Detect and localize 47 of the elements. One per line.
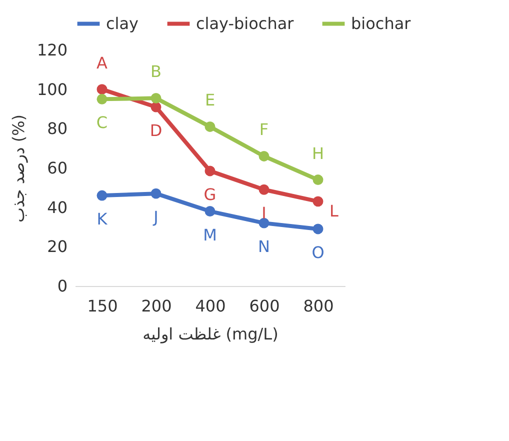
legend-label: clay-biochar bbox=[196, 14, 294, 33]
point bbox=[96, 94, 108, 104]
annotation: D bbox=[150, 121, 162, 140]
legend-label: biochar bbox=[351, 14, 412, 33]
point bbox=[204, 206, 216, 216]
annotation: F bbox=[259, 120, 269, 140]
annotation: H bbox=[312, 144, 324, 163]
x-tick-label: 600 bbox=[249, 296, 280, 316]
annotation: M bbox=[203, 225, 217, 244]
annotation: E bbox=[204, 90, 216, 110]
y-tick-label: 20 bbox=[47, 237, 68, 256]
annotation: K bbox=[96, 210, 108, 229]
point bbox=[258, 150, 270, 162]
point bbox=[150, 188, 162, 199]
annotation: I bbox=[262, 204, 266, 223]
annotation: C bbox=[96, 113, 108, 132]
point bbox=[258, 218, 270, 228]
y-tick-label: 80 bbox=[47, 119, 68, 138]
y-tick-label: 40 bbox=[47, 198, 68, 217]
legend-label: clay bbox=[106, 14, 139, 33]
point bbox=[312, 224, 324, 234]
y-axis-title: درصد جذب (%) bbox=[8, 114, 28, 223]
annotation: O bbox=[312, 242, 324, 262]
x-tick-label: 200 bbox=[141, 296, 172, 316]
point bbox=[204, 121, 216, 132]
y-tick-label: 60 bbox=[47, 158, 68, 178]
x-tick-label: 400 bbox=[195, 296, 226, 316]
annotation: J bbox=[152, 208, 158, 227]
point bbox=[150, 92, 162, 104]
x-axis-title: غلظت اولیه (mg/L) bbox=[142, 324, 278, 344]
point bbox=[150, 102, 162, 112]
x-tick-label: 150 bbox=[87, 296, 118, 316]
x-tick-label: 800 bbox=[303, 296, 334, 316]
annotation: N bbox=[258, 237, 270, 256]
y-tick-label: 120 bbox=[36, 40, 68, 60]
point bbox=[312, 196, 324, 207]
annotation: L bbox=[330, 201, 339, 220]
point bbox=[258, 184, 270, 195]
y-tick-label: 100 bbox=[36, 80, 68, 99]
point bbox=[96, 190, 108, 201]
annotation: G bbox=[204, 184, 216, 204]
point bbox=[204, 166, 216, 176]
point bbox=[312, 174, 324, 186]
annotation: B bbox=[150, 62, 162, 82]
point bbox=[96, 84, 108, 95]
y-tick-label: 0 bbox=[57, 276, 68, 296]
annotation: A bbox=[96, 53, 108, 72]
